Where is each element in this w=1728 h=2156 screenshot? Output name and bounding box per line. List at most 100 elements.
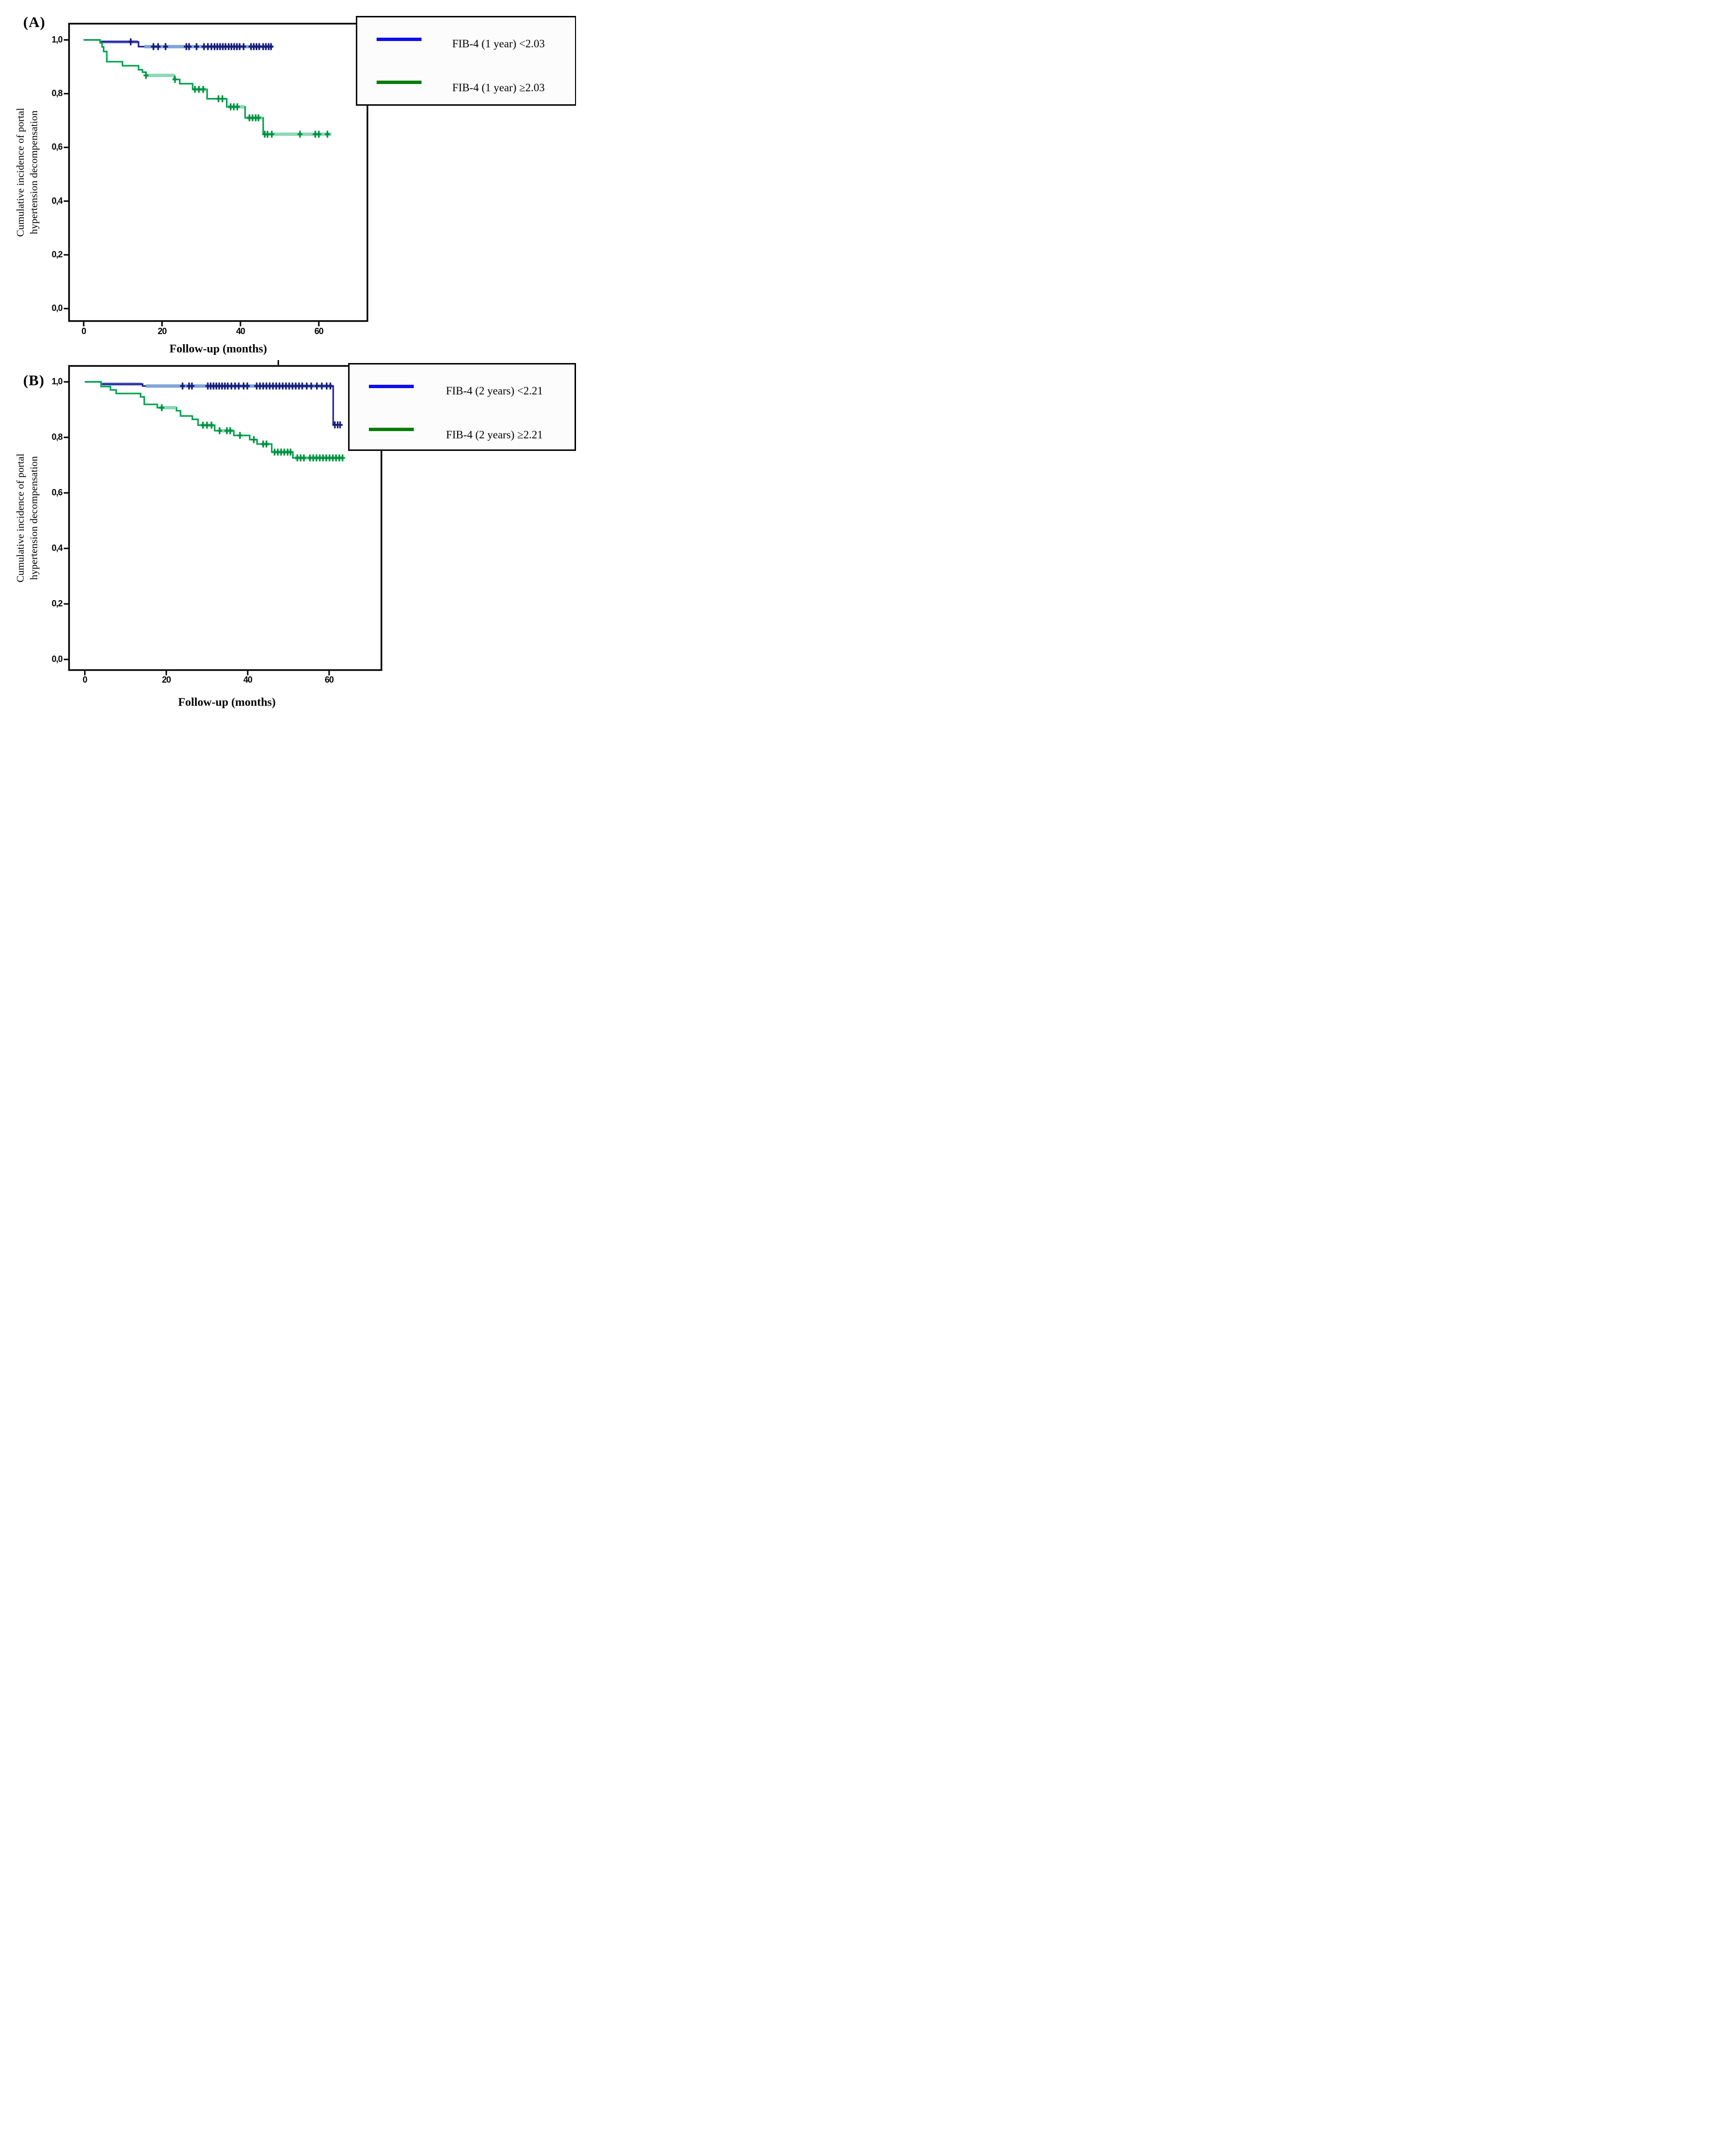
legend-line-swatch-green — [369, 428, 414, 431]
x-tick-label-A-1: 20 — [157, 326, 167, 336]
y-tick-label-B-0: 1,0 — [51, 377, 63, 386]
censor-mark — [143, 74, 149, 76]
censor-mark — [317, 457, 323, 459]
censor-mark — [241, 385, 246, 387]
censor-mark — [295, 457, 300, 459]
survival-curve-A-green — [84, 39, 332, 135]
censor-mark — [320, 457, 326, 459]
x-tick-label-B-0: 0 — [83, 675, 87, 685]
censor-mark — [272, 451, 277, 453]
y-tick-label-A-4: 0,2 — [51, 249, 63, 259]
y-tick-label-A-0: 1,0 — [51, 34, 63, 44]
censor-mark — [217, 45, 223, 48]
censor-mark — [248, 45, 254, 48]
y-tick-label-B-5: 0,0 — [51, 654, 63, 664]
kaplan-meier-charts — [64, 23, 382, 675]
censor-mark — [251, 45, 256, 48]
x-axis-title-panel-a: Follow-up (months) — [169, 343, 267, 355]
censor-mark — [286, 385, 292, 387]
censor-mark — [234, 45, 239, 48]
y-axis-title-line1: Cumulative incidence of portal — [14, 453, 26, 583]
censor-mark — [273, 385, 279, 387]
y-tick-label-A-3: 0,4 — [51, 196, 63, 206]
y-axis-title-panel-b: Cumulative incidence of portal hypertens… — [14, 454, 41, 583]
censor-mark — [201, 45, 207, 48]
panel-b-label: (B) — [23, 372, 45, 389]
y-tick-label-B-3: 0,4 — [51, 543, 63, 553]
censor-mark — [297, 133, 303, 135]
censor-mark — [159, 406, 165, 409]
censor-mark — [155, 45, 161, 48]
y-axis-title-panel-a: Cumulative incidence of portal hypertens… — [14, 108, 41, 237]
censor-mark — [229, 385, 234, 387]
clipped-censor-artifact — [278, 360, 279, 365]
censor-mark — [340, 457, 345, 459]
censor-mark — [269, 133, 275, 135]
censor-mark — [208, 385, 213, 387]
censor-mark — [262, 133, 267, 135]
censor-mark — [314, 457, 319, 459]
censor-mark — [257, 385, 263, 387]
censor-mark — [256, 45, 262, 48]
censor-mark — [304, 385, 309, 387]
censor-mark — [241, 45, 246, 48]
legend-line-swatch-green — [377, 81, 421, 84]
censor-mark — [245, 385, 250, 387]
figure-page: (A) (B) Cumulative incidence of portal h… — [0, 0, 576, 719]
censor-mark — [309, 385, 314, 387]
x-tick-label-B-3: 60 — [324, 675, 334, 685]
censor-mark — [328, 385, 333, 387]
censor-mark — [216, 385, 222, 387]
censor-mark — [211, 385, 216, 387]
censor-mark — [192, 88, 197, 90]
censor-mark — [268, 45, 274, 48]
censor-mark — [213, 385, 219, 387]
y-tick-label-A-5: 0,0 — [51, 303, 63, 313]
censor-mark — [232, 385, 238, 387]
censor-mark — [216, 98, 221, 100]
censor-mark — [209, 424, 214, 426]
censor-mark — [325, 133, 330, 135]
censor-mark — [205, 45, 211, 48]
censor-mark — [247, 117, 252, 119]
censor-mark — [316, 133, 322, 135]
censor-mark — [264, 385, 269, 387]
censor-mark — [256, 117, 261, 119]
censor-mark — [254, 385, 259, 387]
censor-mark — [196, 88, 202, 90]
censor-mark — [301, 457, 307, 459]
censor-mark — [290, 385, 295, 387]
censor-mark — [254, 45, 259, 48]
legend-line-swatch-blue — [377, 38, 421, 41]
x-tick-label-A-0: 0 — [81, 326, 86, 336]
x-axis-title-panel-b: Follow-up (months) — [178, 696, 276, 709]
y-axis-title-line1: Cumulative incidence of portal — [14, 108, 26, 237]
legend-entry-label: FIB-4 (1 year) ≥2.03 — [452, 82, 545, 94]
censor-mark — [298, 457, 303, 459]
censor-mark — [222, 385, 227, 387]
y-tick-label-B-4: 0,2 — [51, 599, 63, 608]
censor-mark — [337, 457, 342, 459]
censor-mark — [220, 45, 225, 48]
y-tick-label-A-1: 0,8 — [51, 88, 63, 98]
y-tick-label-B-1: 0,8 — [51, 432, 63, 442]
censor-mark — [214, 45, 220, 48]
censor-mark — [220, 98, 225, 100]
censor-mark — [264, 443, 269, 445]
legend-entry-label: FIB-4 (1 year) <2.03 — [452, 38, 545, 50]
censor-mark — [323, 457, 329, 459]
censor-mark — [250, 117, 255, 119]
censor-mark — [172, 78, 178, 81]
censor-mark — [212, 45, 217, 48]
censor-mark — [277, 385, 282, 387]
censor-mark — [225, 385, 230, 387]
censor-mark — [217, 430, 222, 432]
survival-curve-B-green — [84, 381, 344, 459]
y-axis-title-line2: hypertension decompensation — [28, 456, 40, 580]
panel-a-label: (A) — [23, 14, 46, 30]
censor-mark — [312, 133, 318, 135]
censor-mark — [200, 424, 206, 426]
censor-mark — [180, 385, 185, 387]
censor-mark — [205, 385, 211, 387]
censor-mark — [310, 457, 316, 459]
